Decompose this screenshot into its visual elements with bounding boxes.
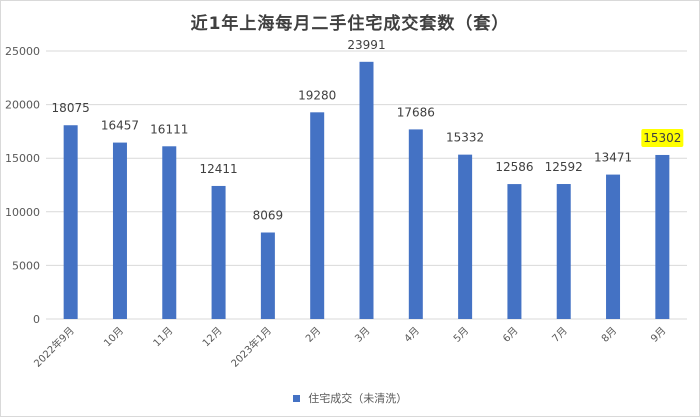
bar [310, 112, 325, 320]
x-tick-label: 10月 [102, 325, 127, 350]
value-label: 15332 [446, 131, 484, 145]
y-tick-label: 10000 [5, 206, 40, 219]
value-label: 18075 [52, 101, 90, 115]
bar [112, 142, 127, 319]
x-tick-label: 4月 [402, 325, 422, 345]
x-tick-label: 9月 [648, 325, 668, 345]
bar [458, 154, 473, 319]
bar [556, 184, 571, 319]
x-tick-label: 6月 [500, 325, 520, 345]
value-label: 12592 [545, 160, 583, 174]
x-tick-label: 5月 [451, 325, 471, 345]
value-label: 15302 [643, 131, 681, 145]
bar [162, 146, 177, 319]
value-label: 19280 [298, 88, 336, 102]
value-label: 8069 [253, 209, 284, 223]
x-tick-label: 2022年9月 [31, 324, 77, 370]
y-tick-label: 0 [33, 313, 40, 326]
value-label: 12586 [495, 160, 533, 174]
x-tick-label: 11月 [151, 325, 176, 350]
bar [211, 185, 226, 319]
y-tick-label: 25000 [5, 45, 40, 58]
bar [359, 61, 374, 320]
y-tick-label: 20000 [5, 99, 40, 112]
bar [606, 174, 621, 319]
value-label: 12411 [199, 162, 237, 176]
value-label: 13471 [594, 151, 632, 165]
bar [655, 154, 670, 319]
bar [507, 184, 522, 319]
bar [63, 125, 78, 320]
value-label: 16111 [150, 122, 188, 136]
y-tick-label: 15000 [5, 152, 40, 165]
value-label: 17686 [397, 105, 435, 119]
bar [408, 129, 423, 319]
value-label: 16457 [101, 119, 139, 133]
x-tick-label: 8月 [599, 325, 619, 345]
y-tick-label: 5000 [12, 259, 40, 272]
x-tick-label: 3月 [353, 325, 373, 345]
legend-label: 住宅成交（未清洗） [308, 392, 408, 405]
x-tick-label: 2023年1月 [228, 324, 274, 370]
x-tick-label: 7月 [550, 325, 570, 345]
value-label: 23991 [347, 38, 385, 52]
value-label-highlight [641, 128, 684, 147]
legend-swatch [292, 394, 300, 402]
x-tick-label: 2月 [303, 325, 323, 345]
bar [260, 232, 275, 319]
chart-title: 近1年上海每月二手住宅成交套数（套） [190, 14, 510, 34]
legend: 住宅成交（未清洗） [1, 390, 699, 406]
x-tick-label: 12月 [200, 325, 225, 350]
